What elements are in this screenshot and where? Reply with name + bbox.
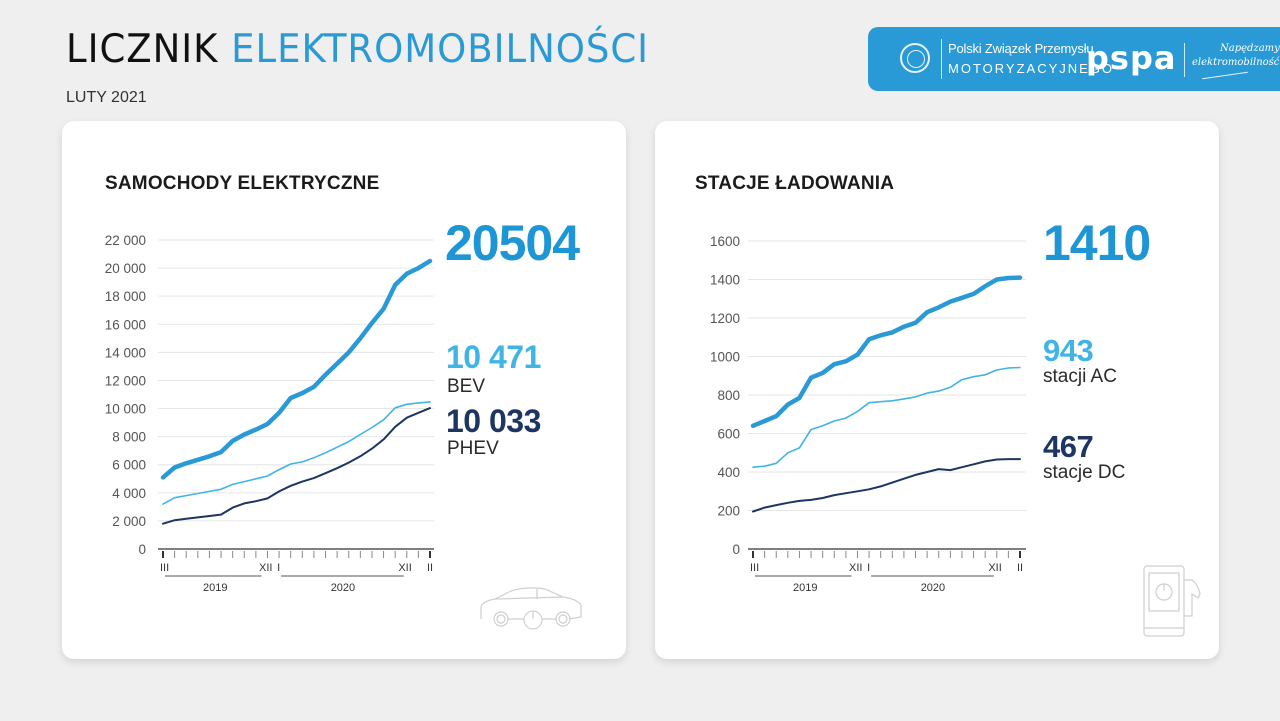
svg-text:200: 200 xyxy=(717,504,740,519)
svg-text:1400: 1400 xyxy=(710,273,740,288)
cars-panel-title: SAMOCHODY ELEKTRYCZNE xyxy=(105,173,380,194)
pspa-tagline-1: Napędzamy xyxy=(1220,43,1280,54)
svg-text:16 000: 16 000 xyxy=(105,317,146,332)
svg-text:2020: 2020 xyxy=(331,582,355,594)
stations-panel: STACJE ŁADOWANIA 0 200 400 600 800 1000 1200 14… xyxy=(655,121,1219,659)
svg-text:0: 0 xyxy=(138,542,146,557)
svg-text:2 000: 2 000 xyxy=(112,514,146,529)
pzpm-name-line1: Polski Związek Przemysłu xyxy=(948,41,1094,56)
bev-label: BEV xyxy=(447,376,486,397)
svg-text:22 000: 22 000 xyxy=(105,233,146,248)
svg-text:XII: XII xyxy=(398,562,411,574)
svg-text:1600: 1600 xyxy=(710,234,740,249)
svg-text:18 000: 18 000 xyxy=(105,289,146,304)
svg-text:XII: XII xyxy=(259,562,272,574)
svg-text:III: III xyxy=(750,562,759,574)
svg-text:0: 0 xyxy=(732,542,740,557)
svg-text:12 000: 12 000 xyxy=(105,373,146,388)
svg-text:2019: 2019 xyxy=(203,582,227,594)
svg-text:800: 800 xyxy=(717,388,740,403)
partner-logos-banner: Polski Związek Przemysłu MOTORYZACYJNEGO… xyxy=(868,27,1280,91)
cars-line-chart: 0 2 000 4 000 6 000 8 000 10 000 12 000 14 000 1… xyxy=(105,233,434,594)
cars-total-value: 20504 xyxy=(445,215,580,271)
svg-text:XII: XII xyxy=(849,562,862,574)
title-part-1: LICZNIK xyxy=(66,27,219,72)
bev-value: 10 471 xyxy=(446,339,541,375)
svg-text:1200: 1200 xyxy=(710,311,740,326)
pspa-tagline-2: elektromobilność! xyxy=(1192,57,1280,68)
stations-total-value: 1410 xyxy=(1043,215,1151,271)
page-title: LICZNIK ELEKTROMOBILNOŚCI xyxy=(66,30,649,69)
dc-value: 467 xyxy=(1043,429,1094,464)
svg-text:4 000: 4 000 xyxy=(112,486,146,501)
svg-text:6 000: 6 000 xyxy=(112,458,146,473)
svg-text:10 000: 10 000 xyxy=(105,402,146,417)
svg-text:II: II xyxy=(427,562,433,574)
phev-value: 10 033 xyxy=(446,403,541,439)
svg-text:I: I xyxy=(277,562,280,574)
svg-text:1000: 1000 xyxy=(710,350,740,365)
svg-text:20 000: 20 000 xyxy=(105,261,146,276)
svg-text:2019: 2019 xyxy=(793,582,817,594)
svg-text:I: I xyxy=(867,562,870,574)
divider xyxy=(941,39,942,79)
svg-text:II: II xyxy=(1017,562,1023,574)
pzpm-emblem-icon xyxy=(900,43,930,73)
stations-panel-title: STACJE ŁADOWANIA xyxy=(695,173,895,194)
stations-line-chart: 0 200 400 600 800 1000 1200 1400 1600 III XII I XII I… xyxy=(710,234,1026,594)
svg-text:8 000: 8 000 xyxy=(112,430,146,445)
dc-label: stacje DC xyxy=(1043,462,1126,483)
divider xyxy=(1184,43,1185,77)
svg-text:XII: XII xyxy=(988,562,1001,574)
svg-text:III: III xyxy=(160,562,169,574)
charging-station-icon xyxy=(1143,565,1201,637)
svg-text:2020: 2020 xyxy=(921,582,945,594)
cars-panel: SAMOCHODY ELEKTRYCZNE 0 2 000 4 000 6 000 8 … xyxy=(62,121,626,659)
pzpm-name-line2: MOTORYZACYJNEGO xyxy=(948,61,1115,76)
ac-value: 943 xyxy=(1043,333,1094,368)
svg-text:400: 400 xyxy=(717,465,740,480)
phev-label: PHEV xyxy=(447,438,499,459)
svg-text:14 000: 14 000 xyxy=(105,345,146,360)
svg-text:600: 600 xyxy=(717,427,740,442)
period-subtitle: LUTY 2021 xyxy=(66,89,147,106)
ac-label: stacji AC xyxy=(1043,366,1117,387)
tagline-underline xyxy=(1202,71,1248,80)
title-part-2: ELEKTROMOBILNOŚCI xyxy=(231,27,650,72)
electric-car-icon xyxy=(480,587,582,630)
pspa-logo: pspa xyxy=(1086,39,1177,77)
